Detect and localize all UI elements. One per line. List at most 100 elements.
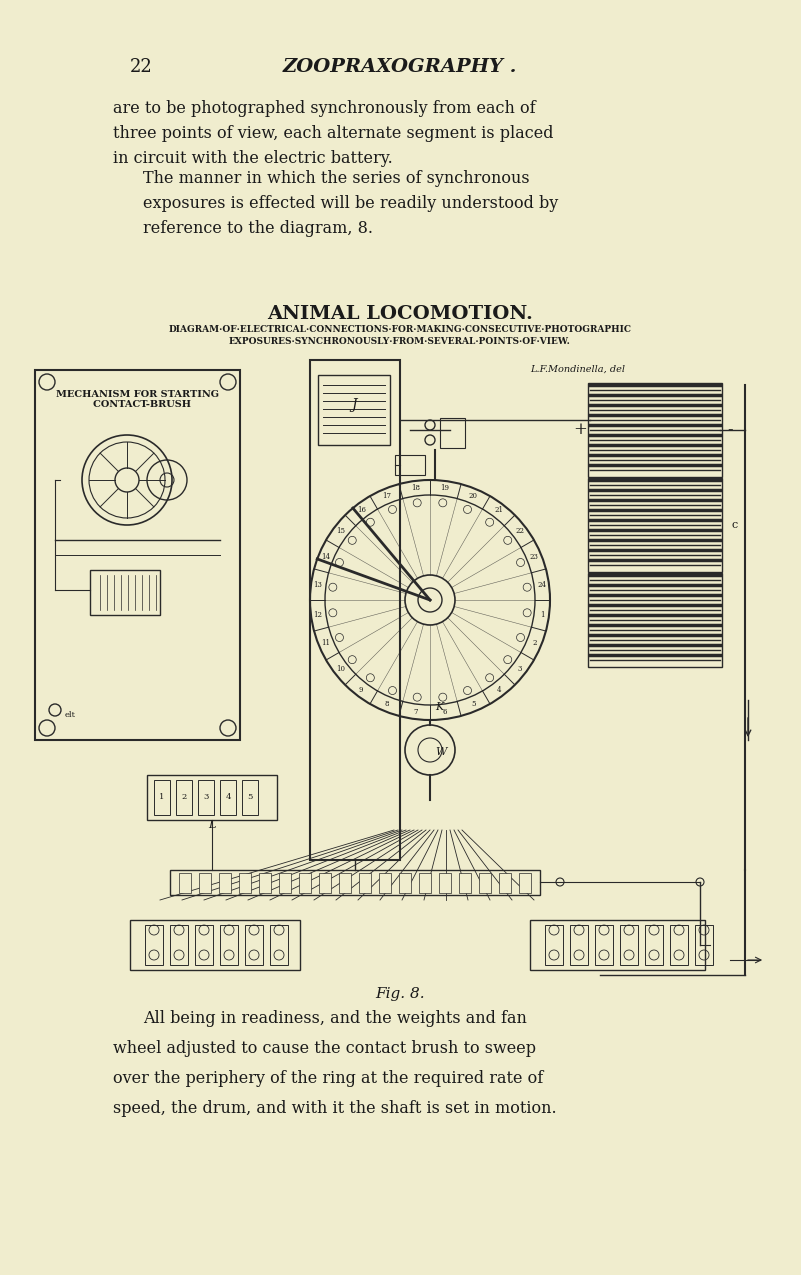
Bar [170,870,540,895]
Text: The manner in which the series of synchronous
exposures is effected will be read: The manner in which the series of synchr… [143,170,558,237]
Bar [318,375,390,445]
Bar [239,873,251,892]
Bar [379,873,391,892]
Bar [645,924,663,965]
Text: 12: 12 [313,611,323,618]
Text: 4: 4 [497,686,501,694]
Bar [595,924,613,965]
Text: 23: 23 [530,553,539,561]
Bar [145,924,163,965]
Text: 16: 16 [356,506,366,514]
Text: +: + [573,422,587,439]
Bar [270,924,288,965]
Text: Fig. 8.: Fig. 8. [375,987,425,1001]
Text: 11: 11 [321,639,330,648]
Text: 19: 19 [441,484,449,492]
Text: c: c [732,520,739,530]
Text: All being in readiness, and the weights and fan: All being in readiness, and the weights … [143,1010,527,1026]
Text: 3: 3 [517,664,521,673]
Text: 21: 21 [494,506,503,514]
Text: 2: 2 [532,639,537,648]
Text: EXPOSURES·SYNCHRONOUSLY·FROM·SEVERAL·POINTS·OF·VIEW.: EXPOSURES·SYNCHRONOUSLY·FROM·SEVERAL·POI… [229,337,571,346]
Bar [220,780,236,815]
Text: 15: 15 [336,527,345,535]
Text: -: - [727,422,733,439]
Text: 22: 22 [130,57,153,76]
Text: 5: 5 [248,793,252,801]
Bar [440,418,465,448]
Text: 4: 4 [225,793,231,801]
Bar [220,924,238,965]
Bar [310,360,400,861]
Text: 10: 10 [336,664,345,673]
Bar [620,924,638,965]
Bar [176,780,192,815]
Bar [695,924,713,965]
Bar [35,370,240,740]
Text: ANIMAL LOCOMOTION.: ANIMAL LOCOMOTION. [267,305,533,323]
Bar [588,572,722,667]
Bar [154,780,170,815]
Text: 7: 7 [413,708,417,717]
Bar [242,780,258,815]
Text: 2: 2 [181,793,187,801]
Bar [459,873,471,892]
Text: over the periphery of the ring at the required rate of: over the periphery of the ring at the re… [113,1070,543,1088]
Text: 14: 14 [321,553,330,561]
Text: 9: 9 [359,686,364,694]
Bar [130,921,300,970]
Bar [179,873,191,892]
Text: 5: 5 [471,700,476,709]
Text: ZOOPRAXOGRAPHY .: ZOOPRAXOGRAPHY . [283,57,517,76]
Bar [339,873,351,892]
Bar [279,873,291,892]
Bar [299,873,311,892]
Bar [219,873,231,892]
Text: 18: 18 [411,484,420,492]
Bar [147,775,277,820]
Text: 22: 22 [515,527,524,535]
Bar [530,921,705,970]
Text: 8: 8 [384,700,389,709]
Bar [90,570,160,615]
Bar [359,873,371,892]
Bar [195,924,213,965]
Bar [245,924,263,965]
Bar [670,924,688,965]
Text: W: W [435,747,446,757]
Text: L.F.Mondinella, del: L.F.Mondinella, del [530,365,625,374]
Text: elt: elt [65,711,76,719]
Text: MECHANISM FOR STARTING
   CONTACT-BRUSH: MECHANISM FOR STARTING CONTACT-BRUSH [55,390,219,409]
Text: 24: 24 [537,581,546,589]
Bar [519,873,531,892]
Bar [419,873,431,892]
Text: 1: 1 [159,793,165,801]
Bar [319,873,331,892]
Bar [395,455,425,476]
Text: DIAGRAM·OF·ELECTRICAL·CONNECTIONS·FOR·MAKING·CONSECUTIVE·PHOTOGRAPHIC: DIAGRAM·OF·ELECTRICAL·CONNECTIONS·FOR·MA… [168,325,631,334]
Text: 3: 3 [203,793,209,801]
Bar [199,873,211,892]
Text: 1: 1 [540,611,545,618]
Text: 13: 13 [313,581,323,589]
Text: 17: 17 [382,492,391,500]
Bar [479,873,491,892]
Text: are to be photographed synchronously from each of
three points of view, each alt: are to be photographed synchronously fro… [113,99,553,167]
Bar [259,873,271,892]
Text: L: L [208,820,215,830]
Text: K: K [435,703,443,711]
Bar [499,873,511,892]
Text: J: J [351,398,356,412]
Bar [399,873,411,892]
Bar [545,924,563,965]
Bar [439,873,451,892]
Text: 20: 20 [469,492,477,500]
Bar [588,478,722,572]
Text: wheel adjusted to cause the contact brush to sweep: wheel adjusted to cause the contact brus… [113,1040,536,1057]
Bar [198,780,214,815]
Bar [170,924,188,965]
Bar [588,382,722,477]
Bar [570,924,588,965]
Text: speed, the drum, and with it the shaft is set in motion.: speed, the drum, and with it the shaft i… [113,1100,557,1117]
Text: 6: 6 [442,708,447,717]
